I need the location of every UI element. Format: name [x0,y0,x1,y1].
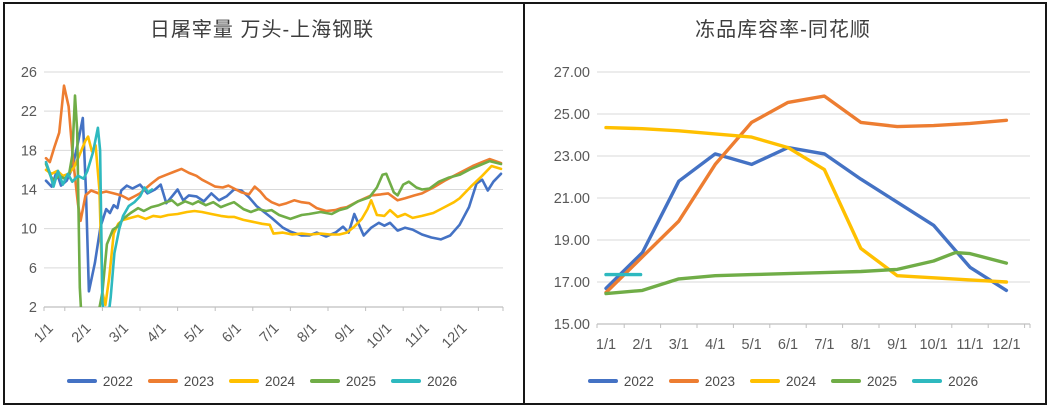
y-tick-label: 26 [21,65,37,81]
legend-item-2026: 2026 [391,374,457,389]
y-tick-label: 22 [21,104,37,120]
x-tick-label: 5/1 [742,337,762,353]
x-tick-label: 9/1 [887,337,907,353]
legend-label-2025: 2025 [346,373,377,389]
y-tick-label: 21.00 [554,191,590,207]
series-2026-line [44,126,154,307]
legend-item-2023: 2023 [668,373,735,389]
x-tick-label: 7/1 [257,321,283,347]
legend-swatch-2025 [310,379,341,383]
x-tick-label: 3/1 [669,337,689,353]
x-tick-label: 7/1 [814,337,834,353]
legend-item-2022: 2022 [66,373,133,389]
legend-label-2025: 2025 [867,373,898,389]
series-2024-line [604,125,1009,284]
legend-swatch-2022 [66,379,97,383]
legend-label-2022: 2022 [623,373,654,389]
right-chart-title: 冻品库容率-同花顺 [695,19,871,41]
y-tick-label: 18 [21,143,37,159]
legend-item-2024: 2024 [228,373,296,389]
x-tick-label: 10/1 [919,337,947,353]
right-chart-legend: 2022 2023 2024 2025 2026 [536,371,1030,391]
legend-swatch-2023 [147,379,178,383]
legend-swatch-2023 [668,379,699,383]
legend-label-2023: 2023 [183,373,214,389]
legend-label-2026: 2026 [948,373,979,389]
x-tick-label: 2/1 [69,321,95,347]
x-tick-label: 5/1 [182,321,208,347]
y-tick-label: 17.00 [554,275,590,291]
legend-item-2022: 2022 [587,373,654,389]
panel-divider [523,2,525,405]
y-tick-label: 25.00 [554,107,590,123]
series-2025-line [604,250,1009,296]
series-2025-line [44,94,503,307]
y-tick-label: 6 [29,261,37,277]
y-tick-label: 19.00 [554,233,590,249]
legend-item-2024: 2024 [749,373,817,389]
left-chart-title: 日屠宰量 万头-上海钢联 [149,19,375,41]
y-tick-label: 15.00 [554,317,590,333]
legend-item-2023: 2023 [147,373,214,389]
x-tick-label: 1/1 [31,321,57,347]
x-tick-label: 11/1 [956,337,983,353]
legend-label-2024: 2024 [264,373,296,389]
x-tick-label: 12/1 [992,337,1020,353]
x-tick-label: 4/1 [705,337,725,353]
series-2024-line [44,135,503,307]
y-tick-label: 10 [21,222,37,238]
x-tick-label: 11/1 [402,321,433,352]
legend-swatch-2025 [831,379,862,383]
series-2023-line [44,84,503,223]
x-tick-label: 10/1 [364,321,395,352]
x-tick-label: 8/1 [851,337,871,353]
legend-item-2025: 2025 [831,374,897,389]
series-2022-line [604,145,1009,293]
legend-item-2025: 2025 [310,374,376,389]
legend-label-2023: 2023 [704,373,735,389]
x-tick-label: 3/1 [106,321,132,347]
figure-frame [3,2,1047,405]
legend-item-2026: 2026 [912,374,978,389]
legend-label-2026: 2026 [427,373,458,389]
x-tick-label: 8/1 [294,321,320,347]
x-tick-label: 4/1 [144,321,170,347]
x-tick-label: 6/1 [219,321,245,347]
x-tick-label: 6/1 [778,337,798,353]
legend-swatch-2024 [228,379,259,383]
series-2023-line [604,94,1009,295]
y-tick-label: 27.00 [554,65,590,81]
y-tick-label: 14 [21,183,37,199]
x-tick-label: 12/1 [439,321,470,352]
legend-swatch-2024 [749,379,780,383]
legend-swatch-2026 [912,379,943,383]
x-tick-label: 2/1 [632,337,652,353]
y-tick-label: 2 [29,300,37,316]
y-tick-label: 23.00 [554,149,590,165]
left-chart-legend: 2022 2023 2024 2025 2026 [14,371,510,391]
legend-label-2022: 2022 [102,373,133,389]
legend-swatch-2026 [391,379,422,383]
legend-swatch-2022 [587,379,618,383]
x-tick-label: 1/1 [596,337,616,353]
legend-label-2024: 2024 [785,373,817,389]
x-tick-label: 9/1 [332,321,358,347]
